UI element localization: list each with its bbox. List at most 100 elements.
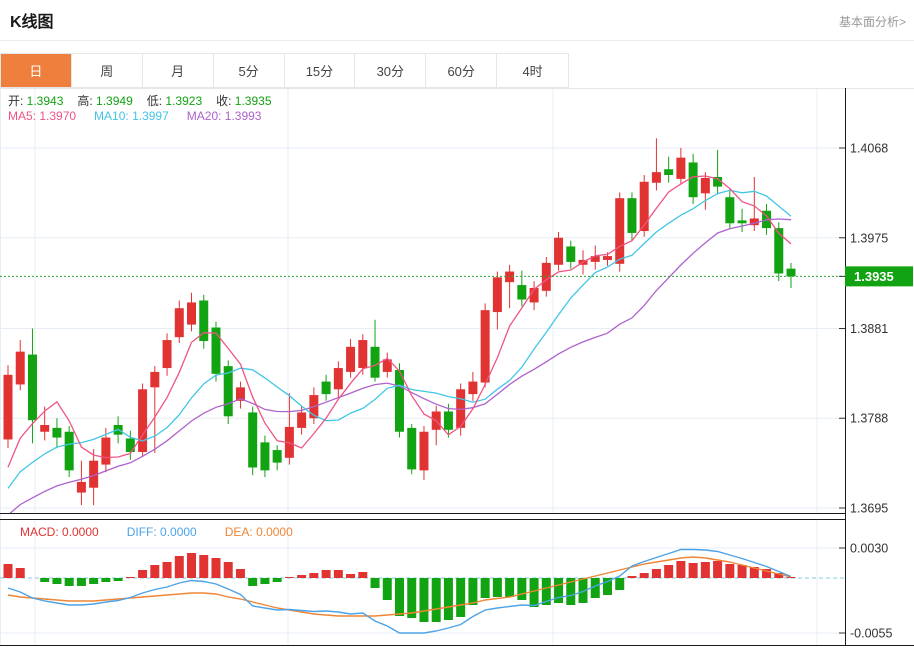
candle-body [76, 481, 86, 493]
macd-bar [52, 578, 62, 584]
macd-bar [431, 578, 441, 622]
macd-bar [419, 578, 429, 622]
macd-bar [639, 573, 649, 578]
macd-bar [211, 558, 221, 578]
candle-body [358, 340, 368, 369]
tab-4时[interactable]: 4时 [497, 54, 568, 87]
macd-bar [505, 578, 515, 597]
candle-body [529, 287, 539, 303]
macd-bar [199, 555, 209, 578]
candle-body [382, 359, 392, 372]
macd-bar [101, 578, 111, 582]
candle [382, 352, 392, 378]
candle-body [248, 412, 258, 468]
candle-body [27, 354, 37, 421]
tab-日[interactable]: 日 [1, 54, 72, 87]
fundamental-analysis-link[interactable]: 基本面分析> [838, 15, 906, 29]
candle-body [40, 424, 50, 432]
candle [480, 303, 490, 388]
candle-body [235, 387, 245, 401]
candle-body [456, 389, 466, 428]
candle [431, 405, 441, 446]
macd-bar [395, 578, 404, 616]
macd-bar [737, 565, 747, 578]
macd-bar [187, 553, 197, 578]
macd-bar [138, 570, 148, 578]
candle-body [700, 177, 710, 194]
candle-body [786, 268, 796, 277]
macd-bar [309, 573, 319, 578]
candle [566, 240, 576, 269]
candle-body [370, 346, 380, 378]
candle [725, 189, 735, 230]
macd-bar [664, 565, 674, 578]
tab-15分[interactable]: 15分 [284, 54, 356, 87]
candle-body [541, 262, 551, 291]
candle-body [554, 237, 564, 265]
candle [639, 175, 649, 237]
macd-bar [688, 563, 698, 578]
macd-bar [725, 564, 735, 578]
macd-bar [676, 561, 686, 578]
tab-月[interactable]: 月 [142, 54, 214, 87]
macd-bar [590, 578, 600, 598]
candle [150, 366, 160, 453]
macd-bar [235, 569, 245, 578]
candle-body [15, 351, 25, 385]
candle-body [260, 442, 270, 471]
tab-5分[interactable]: 5分 [213, 54, 285, 87]
macd-bar [541, 578, 551, 605]
candle-body [138, 389, 148, 453]
macd-layer [0, 548, 845, 634]
macd-bar [40, 578, 50, 582]
candle [786, 262, 796, 288]
timeframe-tabs: 日周月 5分 15分 30分 60分 4时 [0, 53, 569, 88]
last-price-tag [845, 266, 913, 287]
candle-body [651, 172, 661, 183]
candle [235, 381, 245, 409]
candle-body [3, 374, 13, 440]
macd-bar [370, 578, 380, 588]
tab-60分[interactable]: 60分 [426, 54, 498, 87]
candle-body [150, 371, 160, 388]
candle [211, 321, 221, 382]
candle [27, 328, 37, 444]
candle [713, 149, 723, 195]
macd-bar [492, 578, 502, 597]
chart-area: 1.4068 1.3975 1.3881 1.3788 1.3695 0.0030 -0.0… [0, 88, 914, 649]
candle [199, 294, 209, 349]
macd-bar [468, 578, 478, 605]
ma20-line [9, 218, 792, 513]
candle [248, 406, 258, 476]
macd-bar [517, 578, 527, 600]
page-title: K线图 [10, 14, 54, 31]
candle-body [737, 220, 747, 224]
macd-bar [174, 556, 184, 578]
candle [700, 172, 710, 210]
candle-body [272, 450, 282, 463]
candle-body [688, 162, 698, 198]
macd-bar [64, 578, 74, 586]
candle-body [468, 381, 478, 395]
tab-30分[interactable]: 30分 [355, 54, 427, 87]
macd-bar [89, 578, 99, 584]
macd-bar [627, 576, 637, 578]
page-header: K线图 基本面分析> [0, 0, 914, 41]
candle-body [480, 310, 490, 383]
macd-bar [443, 578, 453, 620]
macd-bar [651, 569, 661, 578]
candle-body [492, 277, 502, 313]
candle [554, 231, 564, 271]
macd-bar [713, 561, 723, 578]
macd-bar [260, 578, 270, 584]
candle-body [101, 437, 111, 465]
candle [358, 334, 368, 375]
candle [187, 292, 197, 332]
kline-chart-canvas[interactable]: 1.4068 1.3975 1.3881 1.3788 1.3695 0.0030 -0.0… [0, 88, 914, 649]
macd-bar [480, 578, 490, 598]
tab-周[interactable]: 周 [71, 54, 143, 87]
macd-bar [578, 578, 588, 603]
candle-body [125, 438, 135, 453]
candle [529, 281, 539, 311]
